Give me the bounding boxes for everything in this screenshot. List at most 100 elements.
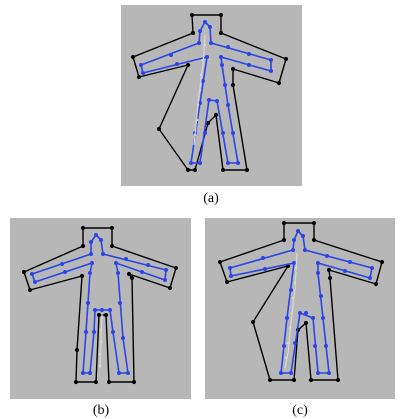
- hull-vertex-14: [79, 273, 85, 279]
- hull-vertex-12: [267, 377, 273, 383]
- hull-vertex-1: [311, 220, 317, 226]
- hull-vertex-17: [190, 30, 196, 36]
- hull-vertex-10: [205, 120, 211, 126]
- hull-vertex-6: [327, 275, 333, 281]
- axis-point-3: [98, 352, 102, 356]
- hull-vertex-15: [27, 287, 33, 293]
- skeleton-vertex-10: [223, 83, 227, 87]
- axis-point-6: [284, 356, 288, 360]
- hull-vertex-15: [136, 74, 142, 80]
- skeleton-vertex-20: [189, 161, 193, 165]
- skeleton-vertex-24: [289, 288, 293, 292]
- hull-vertex-8: [308, 377, 314, 383]
- axis-point-0: [203, 43, 207, 47]
- hull-vertex-7: [131, 379, 137, 385]
- axis-point-5: [286, 341, 290, 345]
- hull-vertex-11: [192, 167, 198, 173]
- skeleton-vertex-25: [175, 62, 179, 66]
- hull-vertex-5: [230, 66, 236, 72]
- skeleton-vertex-1: [208, 25, 212, 29]
- skeleton-vertex-11: [226, 103, 230, 107]
- skeleton-vertex-24: [205, 55, 209, 59]
- hull-vertex-0: [189, 12, 195, 18]
- skeleton-vertex-29: [197, 41, 201, 45]
- skeleton-vertex-8: [114, 261, 118, 265]
- outer-hull: [219, 222, 383, 381]
- hull-vertex-4: [373, 281, 379, 287]
- skeleton-vertex-25: [292, 261, 296, 265]
- hull-vertex-10: [96, 312, 102, 318]
- hull-vertex-0: [281, 220, 287, 226]
- axis-point-1: [99, 328, 103, 332]
- medial-axis: [99, 313, 103, 369]
- hull-vertex-4: [276, 80, 282, 86]
- skeleton-vertex-28: [169, 53, 173, 57]
- skeleton-vertex-18: [203, 131, 207, 135]
- hull-vertex-8: [220, 167, 226, 173]
- panel-a-drawing: [130, 12, 289, 173]
- skeleton-vertex-23: [88, 271, 92, 275]
- figure-panel-b: [10, 218, 191, 399]
- panel-b-drawing: [21, 225, 179, 385]
- hull-vertex-14: [185, 62, 191, 68]
- hull-vertex-9: [103, 312, 109, 318]
- hull-vertex-3: [379, 259, 385, 265]
- axis-point-0: [294, 266, 298, 270]
- skeleton-vertex-26: [33, 280, 37, 284]
- skeleton-vertex-1: [301, 234, 305, 238]
- skeleton-vertex-26: [141, 71, 145, 75]
- skeleton-vertex-1: [99, 238, 103, 242]
- skeleton-vertex-0: [94, 233, 98, 237]
- skeleton-vertex-0: [296, 229, 300, 233]
- skeleton-vertex-7: [247, 63, 251, 67]
- hull-vertex-7: [335, 377, 341, 383]
- skeleton-vertex-14: [316, 371, 320, 375]
- skeleton-vertex-5: [269, 58, 273, 62]
- axis-point-3: [198, 88, 202, 92]
- skeleton-vertex-7: [343, 269, 347, 273]
- skeleton-vertex-21: [279, 371, 283, 375]
- skeleton-vertex-9: [116, 271, 120, 275]
- hull-vertex-11: [291, 377, 297, 383]
- medial-axis: [284, 252, 298, 369]
- axis-point-4: [98, 364, 102, 368]
- skeleton-vertex-12: [231, 131, 235, 135]
- hull-vertex-4: [167, 285, 173, 291]
- hull-vertex-8: [106, 379, 112, 385]
- hull-vertex-2: [109, 243, 115, 249]
- skeleton-vertex-29: [89, 252, 93, 256]
- skeleton-vertex-6: [269, 69, 273, 73]
- skeleton-vertex-27: [30, 272, 34, 276]
- hull-vertex-7: [244, 167, 250, 173]
- skeleton-vertex-17: [304, 311, 308, 315]
- skeleton-vertex-2: [303, 248, 307, 252]
- hull-vertex-3: [283, 56, 289, 62]
- skeleton-vertex-25: [63, 270, 67, 274]
- skeleton-vertex-29: [261, 256, 265, 260]
- skeleton-vertex-10: [319, 294, 323, 298]
- skeleton-vertex-31: [292, 238, 296, 242]
- skeleton-vertex-27: [139, 63, 143, 67]
- skeleton-vertex-15: [108, 308, 112, 312]
- skeleton-vertex-30: [89, 240, 93, 244]
- skeleton-vertex-4: [247, 52, 251, 56]
- axis-point-6: [193, 133, 197, 137]
- axis-point-4: [196, 103, 200, 107]
- skeleton-vertex-2: [209, 41, 213, 45]
- axis-point-4: [288, 326, 292, 330]
- hull-vertex-16: [130, 54, 136, 60]
- hull-vertex-1: [218, 12, 224, 18]
- skeleton-vertex-20: [81, 371, 85, 375]
- hull-vertex-15: [224, 279, 230, 285]
- skeleton-vertex-16: [215, 99, 219, 103]
- skeleton-vertex-30: [198, 29, 202, 33]
- hull-vertex-12: [73, 379, 79, 385]
- hull-vertex-9: [213, 112, 219, 118]
- hull-vertex-3: [173, 265, 179, 271]
- skeleton-vertex-16: [311, 316, 315, 320]
- skeleton-vertex-4: [348, 260, 352, 264]
- figure-panel-a: [121, 5, 302, 186]
- skeleton-vertex-28: [60, 262, 64, 266]
- skeleton-outline: [31, 234, 167, 374]
- axis-point-1: [293, 281, 297, 285]
